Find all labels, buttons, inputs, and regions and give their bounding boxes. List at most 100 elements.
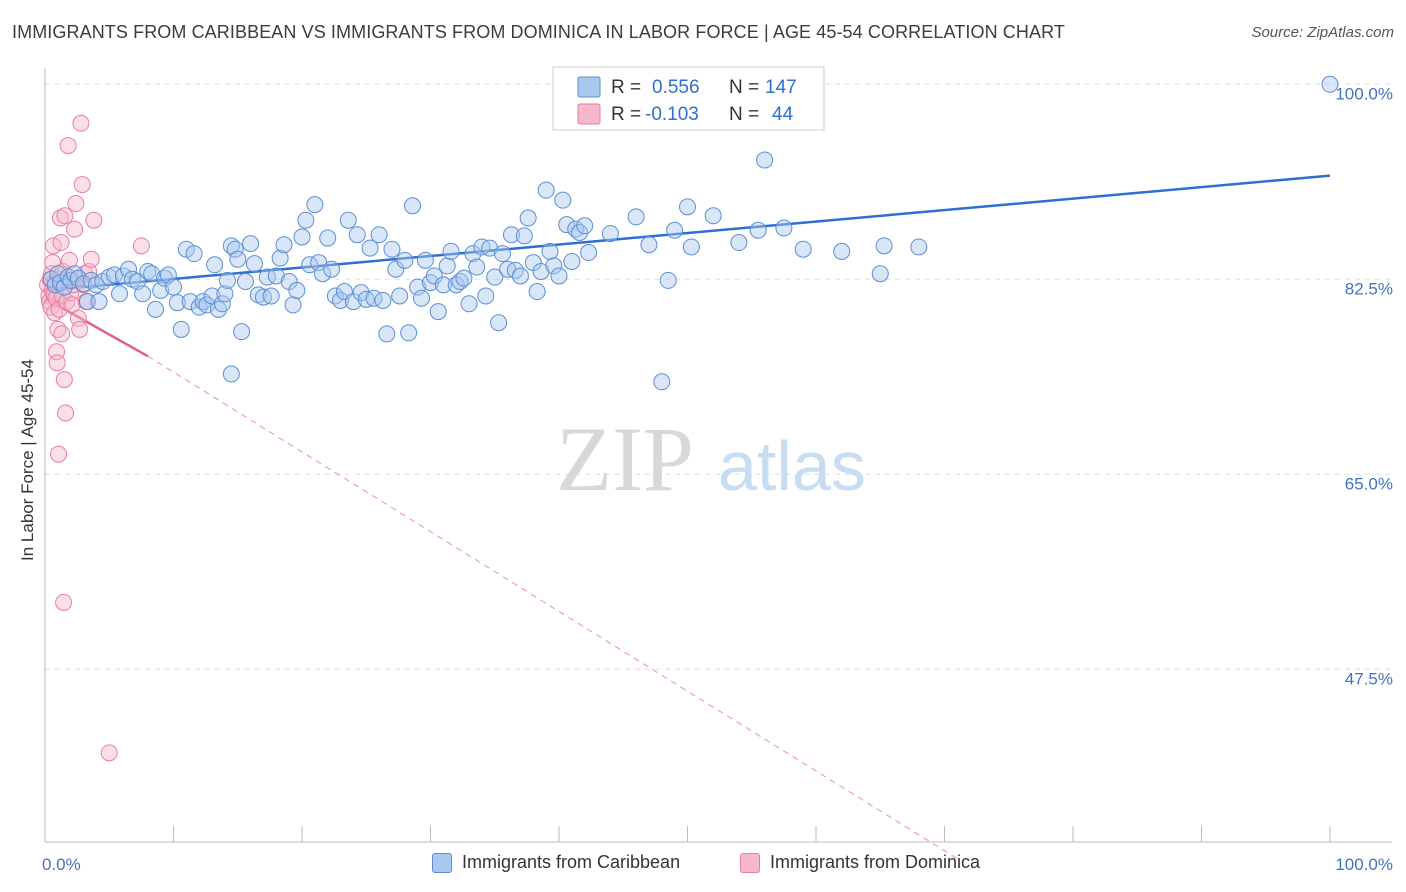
data-point-dominica — [51, 209, 69, 227]
y-tick-label: 47.5% — [1345, 669, 1393, 688]
watermark: ZIP atlas — [556, 408, 866, 510]
data-point-caribbean — [679, 198, 696, 216]
data-point-caribbean — [666, 221, 684, 239]
data-point-caribbean — [627, 208, 645, 226]
trend-line-dominica-extended — [147, 355, 958, 860]
data-point-caribbean — [387, 260, 405, 278]
watermark-zip: ZIP — [556, 408, 694, 510]
data-point-caribbean — [236, 273, 254, 291]
watermark-atlas: atlas — [718, 427, 866, 505]
data-point-caribbean — [413, 289, 431, 307]
data-point-caribbean — [429, 303, 447, 321]
data-point-caribbean — [532, 262, 550, 280]
bottom-legend: Immigrants from Caribbean Immigrants fro… — [0, 852, 1406, 878]
data-point-caribbean — [537, 181, 555, 199]
data-point-caribbean — [374, 291, 392, 309]
data-point-caribbean — [90, 293, 108, 311]
data-point-caribbean — [1321, 75, 1339, 93]
data-point-dominica — [66, 220, 84, 238]
data-point-caribbean — [226, 240, 244, 258]
data-point-caribbean — [242, 235, 260, 253]
x-tick-label: 100.0% — [1335, 855, 1393, 874]
legend-r-label: R = — [611, 104, 641, 125]
data-point-caribbean — [326, 287, 344, 305]
tick-labels: 47.5% 65.0% 82.5% 100.0% 0.0% 100.0% — [42, 84, 1393, 874]
data-point-caribbean — [545, 257, 563, 275]
legend-n-label: N = — [729, 104, 759, 125]
data-point-caribbean — [165, 278, 182, 296]
source-note: Source: ZipAtlas.com — [1251, 24, 1394, 41]
data-point-caribbean — [460, 295, 478, 313]
data-point-caribbean — [493, 245, 511, 263]
data-point-dominica — [58, 293, 76, 311]
data-point-caribbean — [775, 219, 793, 237]
data-point-caribbean — [111, 285, 129, 303]
data-point-caribbean — [293, 228, 311, 246]
data-point-caribbean — [468, 258, 486, 276]
data-point-caribbean — [267, 267, 285, 285]
data-point-caribbean — [576, 217, 594, 235]
axes — [44, 68, 1392, 843]
data-point-dominica — [132, 237, 150, 255]
data-point-caribbean — [120, 260, 138, 278]
series-dominica-points — [39, 114, 150, 762]
data-point-caribbean — [143, 265, 161, 283]
legend-n-value: 44 — [772, 104, 794, 125]
data-point-caribbean — [245, 255, 263, 273]
data-point-dominica — [46, 304, 64, 322]
data-point-caribbean — [172, 320, 190, 338]
data-point-caribbean — [262, 287, 280, 305]
data-point-caribbean — [749, 221, 767, 239]
data-point-caribbean — [404, 197, 422, 215]
legend-label-dominica: Immigrants from Dominica — [770, 852, 981, 872]
series-caribbean-points — [42, 75, 1339, 391]
data-point-caribbean — [181, 293, 199, 311]
data-point-caribbean — [271, 249, 289, 267]
data-point-caribbean — [425, 267, 443, 285]
data-point-caribbean — [288, 281, 306, 299]
legend-swatch-caribbean — [577, 76, 601, 98]
data-point-caribbean — [704, 207, 722, 225]
data-point-caribbean — [78, 293, 96, 311]
data-point-dominica — [67, 195, 85, 213]
data-point-caribbean — [434, 276, 452, 294]
legend-r-value: 0.556 — [652, 77, 700, 98]
data-point-caribbean — [55, 278, 73, 296]
data-point-caribbean — [541, 242, 559, 260]
legend-r-label: R = — [611, 77, 641, 98]
data-point-caribbean — [554, 191, 572, 209]
trend-line-caribbean — [44, 174, 1331, 292]
data-point-caribbean — [339, 211, 357, 229]
data-point-dominica — [57, 404, 75, 422]
legend-swatch-dominica — [740, 852, 760, 873]
data-point-caribbean — [284, 296, 302, 314]
data-point-caribbean — [323, 260, 341, 278]
data-point-caribbean — [216, 285, 234, 303]
data-point-caribbean — [528, 283, 546, 301]
data-point-caribbean — [640, 236, 658, 254]
data-point-caribbean — [348, 226, 366, 244]
data-point-caribbean — [730, 234, 748, 252]
grid-lines — [45, 83, 1392, 670]
y-tick-label: 100.0% — [1335, 84, 1393, 103]
data-point-dominica — [52, 234, 70, 252]
data-point-caribbean — [486, 268, 504, 286]
data-point-caribbean — [319, 229, 337, 247]
data-point-caribbean — [550, 267, 568, 285]
data-point-caribbean — [563, 252, 581, 270]
data-point-caribbean — [206, 256, 224, 274]
data-point-caribbean — [653, 373, 671, 391]
data-point-caribbean — [682, 238, 700, 256]
data-point-caribbean — [515, 227, 533, 245]
data-point-caribbean — [833, 242, 851, 260]
data-point-caribbean — [490, 314, 508, 332]
data-point-dominica — [55, 593, 73, 611]
data-point-caribbean — [409, 278, 427, 296]
data-point-caribbean — [659, 271, 677, 289]
data-point-caribbean — [332, 291, 350, 309]
data-point-caribbean — [275, 236, 293, 254]
data-point-caribbean — [361, 239, 379, 257]
data-point-caribbean — [442, 242, 460, 260]
data-point-caribbean — [580, 244, 598, 262]
data-point-caribbean — [871, 265, 889, 283]
